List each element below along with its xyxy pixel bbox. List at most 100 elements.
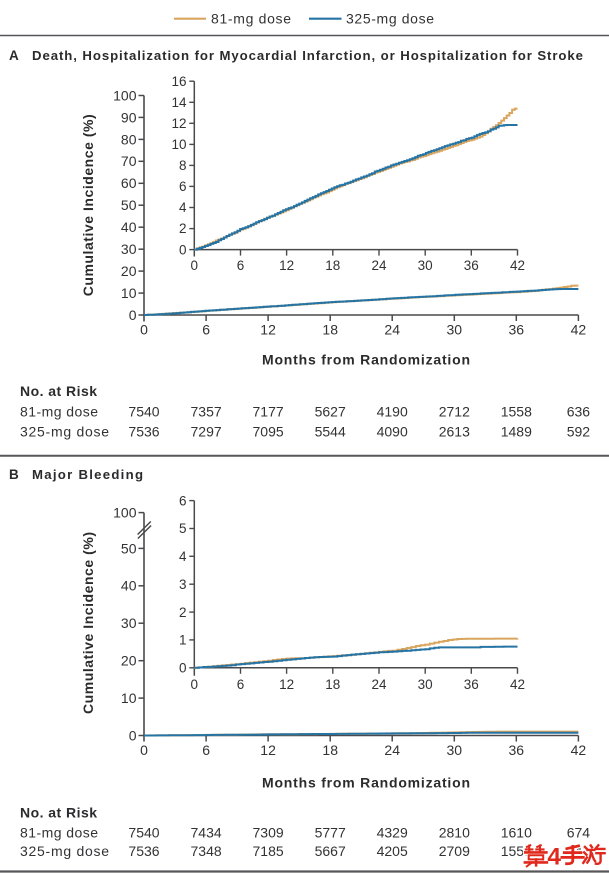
svg-text:7540: 7540: [128, 825, 159, 841]
svg-text:7348: 7348: [191, 843, 222, 859]
svg-text:6: 6: [179, 493, 187, 508]
svg-text:0: 0: [191, 677, 199, 692]
svg-text:1610: 1610: [501, 825, 532, 841]
svg-text:36: 36: [464, 258, 479, 273]
svg-text:0: 0: [140, 322, 148, 338]
svg-text:4090: 4090: [377, 424, 408, 440]
svg-text:0: 0: [179, 661, 187, 676]
svg-text:4329: 4329: [377, 825, 408, 841]
svg-text:4205: 4205: [377, 843, 408, 859]
svg-text:30: 30: [121, 615, 137, 631]
svg-text:592: 592: [567, 424, 591, 440]
svg-text:4190: 4190: [377, 404, 408, 420]
svg-text:7357: 7357: [191, 404, 222, 420]
svg-text:636: 636: [567, 404, 591, 420]
svg-text:Months from Randomization: Months from Randomization: [262, 352, 470, 368]
svg-text:0: 0: [140, 742, 148, 758]
svg-text:0: 0: [129, 307, 137, 323]
svg-text:0: 0: [179, 242, 187, 257]
svg-text:7095: 7095: [253, 424, 284, 440]
svg-text:12: 12: [279, 677, 294, 692]
svg-text:6: 6: [237, 258, 245, 273]
svg-text:100: 100: [113, 505, 137, 521]
svg-text:B: B: [9, 467, 19, 482]
svg-text:7309: 7309: [253, 825, 284, 841]
svg-text:30: 30: [418, 258, 433, 273]
svg-text:42: 42: [510, 258, 525, 273]
svg-text:5667: 5667: [315, 843, 346, 859]
svg-text:40: 40: [121, 578, 137, 594]
svg-text:No. at Risk: No. at Risk: [20, 383, 97, 399]
svg-text:4: 4: [179, 549, 187, 564]
svg-text:42: 42: [571, 322, 587, 338]
svg-text:Cumulative Incidence (%): Cumulative Incidence (%): [80, 114, 96, 296]
svg-text:30: 30: [121, 241, 137, 257]
svg-text:70: 70: [121, 153, 137, 169]
svg-text:30: 30: [418, 677, 433, 692]
svg-text:12: 12: [279, 258, 294, 273]
svg-text:20: 20: [121, 653, 137, 669]
svg-text:5627: 5627: [315, 404, 346, 420]
svg-text:10: 10: [121, 690, 137, 706]
svg-text:2: 2: [179, 221, 187, 236]
svg-text:81-mg dose: 81-mg dose: [211, 11, 291, 27]
svg-text:7540: 7540: [128, 404, 159, 420]
svg-text:42: 42: [571, 742, 587, 758]
svg-text:81-mg dose: 81-mg dose: [20, 825, 98, 841]
svg-text:7297: 7297: [191, 424, 222, 440]
svg-text:4: 4: [547, 844, 561, 871]
svg-text:1489: 1489: [501, 424, 532, 440]
svg-text:7434: 7434: [191, 825, 222, 841]
svg-text:1: 1: [179, 633, 187, 648]
svg-text:60: 60: [121, 175, 137, 191]
svg-text:6: 6: [202, 322, 210, 338]
svg-text:7536: 7536: [128, 424, 159, 440]
svg-text:7536: 7536: [128, 843, 159, 859]
svg-text:5: 5: [179, 521, 187, 536]
svg-text:10: 10: [171, 137, 186, 152]
svg-text:12: 12: [260, 322, 276, 338]
svg-text:18: 18: [322, 742, 338, 758]
svg-text:2: 2: [179, 605, 187, 620]
svg-text:16: 16: [171, 74, 186, 89]
svg-text:325-mg dose: 325-mg dose: [346, 11, 434, 27]
svg-text:6: 6: [179, 179, 187, 194]
svg-text:90: 90: [121, 109, 137, 125]
svg-text:24: 24: [371, 258, 387, 273]
svg-text:10: 10: [121, 285, 137, 301]
svg-text:7177: 7177: [253, 404, 284, 420]
svg-text:3: 3: [179, 577, 187, 592]
svg-text:0: 0: [191, 258, 199, 273]
svg-text:A: A: [9, 48, 19, 63]
svg-text:6: 6: [237, 677, 245, 692]
svg-text:Major Bleeding: Major Bleeding: [32, 467, 143, 482]
svg-text:24: 24: [384, 742, 400, 758]
svg-text:2712: 2712: [439, 404, 470, 420]
svg-text:4: 4: [547, 844, 561, 871]
svg-text:36: 36: [464, 677, 479, 692]
svg-text:325-mg dose: 325-mg dose: [20, 843, 109, 859]
svg-text:1558: 1558: [501, 404, 532, 420]
svg-text:Death, Hospitalization for Myo: Death, Hospitalization for Myocardial In…: [32, 48, 583, 63]
svg-text:80: 80: [121, 131, 137, 147]
svg-text:4: 4: [179, 200, 187, 215]
svg-text:20: 20: [121, 263, 137, 279]
svg-text:24: 24: [371, 677, 387, 692]
svg-text:81-mg dose: 81-mg dose: [20, 404, 98, 420]
svg-text:1559: 1559: [501, 843, 532, 859]
svg-text:Months from Randomization: Months from Randomization: [262, 775, 470, 791]
svg-text:14: 14: [171, 95, 187, 110]
svg-text:2709: 2709: [439, 843, 470, 859]
svg-text:No. at Risk: No. at Risk: [20, 805, 97, 821]
svg-text:5544: 5544: [315, 424, 346, 440]
svg-text:18: 18: [325, 677, 340, 692]
svg-text:30: 30: [447, 742, 463, 758]
svg-text:40: 40: [121, 219, 137, 235]
svg-text:18: 18: [325, 258, 340, 273]
svg-text:12: 12: [260, 742, 276, 758]
svg-text:674: 674: [567, 825, 591, 841]
svg-text:5777: 5777: [315, 825, 346, 841]
svg-text:325-mg dose: 325-mg dose: [20, 424, 109, 440]
svg-text:42: 42: [510, 677, 525, 692]
svg-text:100: 100: [113, 87, 137, 103]
